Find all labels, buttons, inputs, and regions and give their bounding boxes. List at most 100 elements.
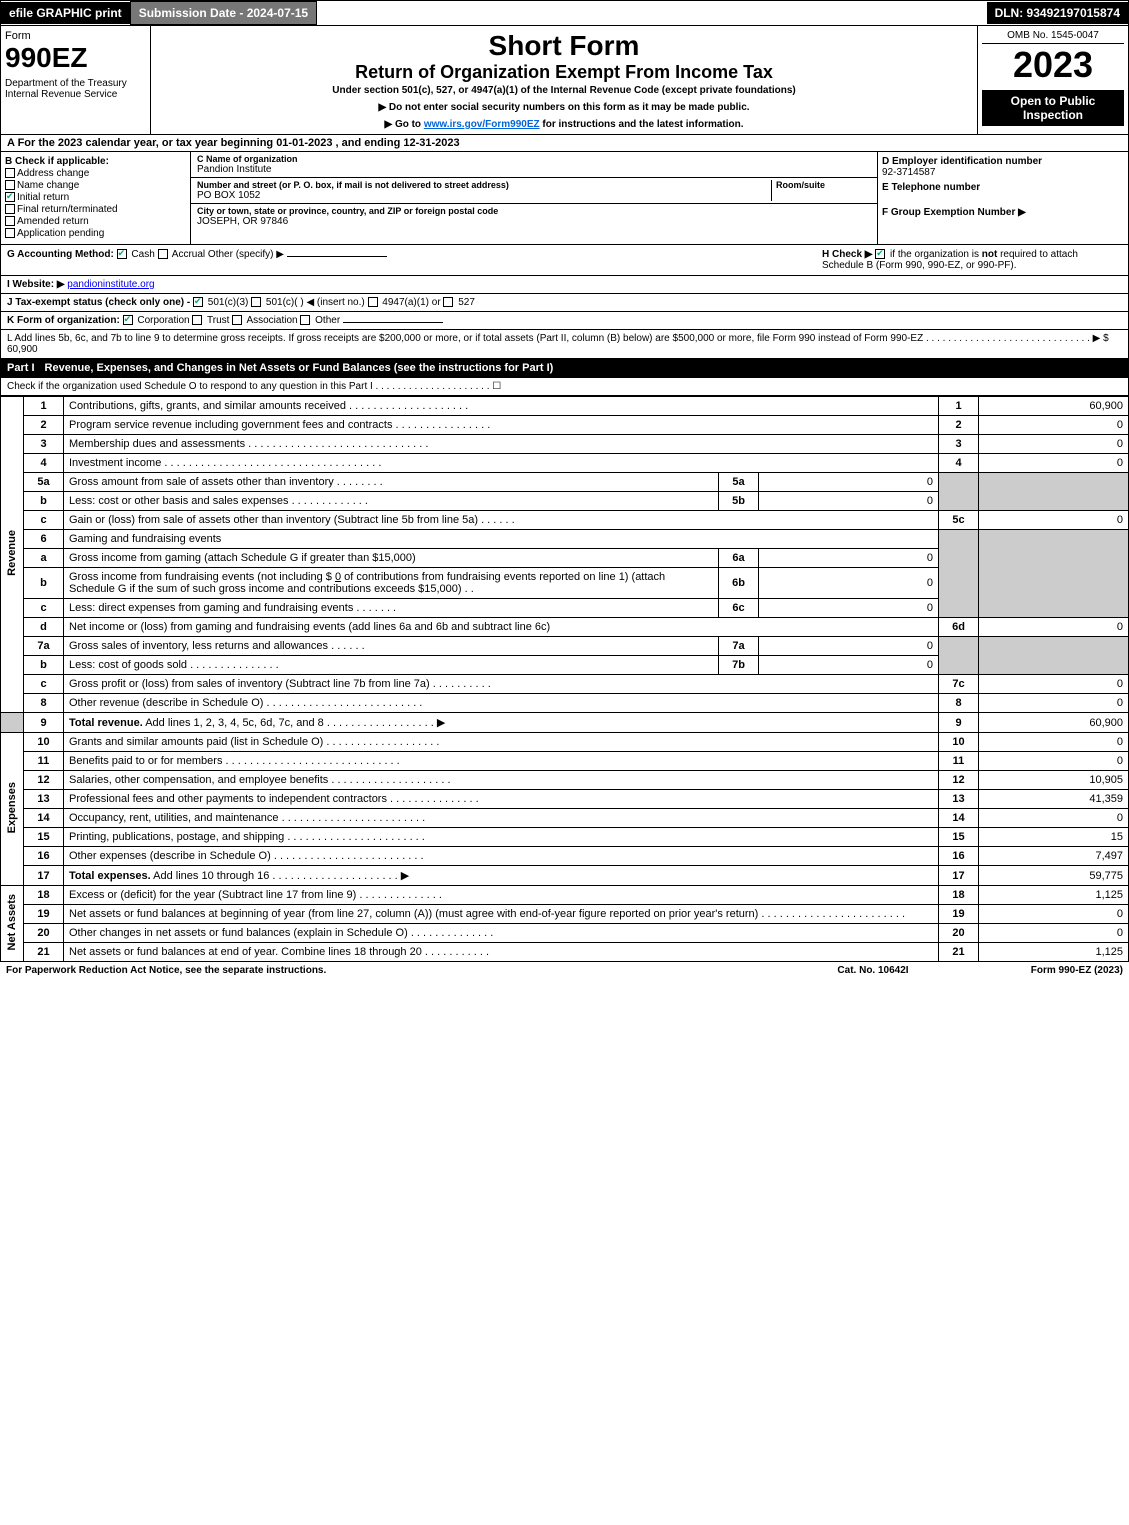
line-9-desc: Total revenue. Add lines 1, 2, 3, 4, 5c,… [64,713,939,733]
footer: For Paperwork Reduction Act Notice, see … [0,962,1129,979]
line-5b-desc: Less: cost or other basis and sales expe… [64,492,719,511]
i-label: I Website: ▶ [7,279,65,290]
line-1-desc: Contributions, gifts, grants, and simila… [64,397,939,416]
line-6a-val: 0 [759,549,939,568]
part-i-label: Part I [7,362,45,374]
expenses-side-label: Expenses [1,733,24,886]
header-bar: efile GRAPHIC print Submission Date - 20… [0,0,1129,26]
section-l: L Add lines 5b, 6c, and 7b to line 9 to … [0,330,1129,359]
tax-year: 2023 [982,44,1124,86]
line-8-val: 0 [979,694,1129,713]
line-6-desc: Gaming and fundraising events [64,530,939,549]
submission-date: Submission Date - 2024-07-15 [130,1,317,25]
line-5a-desc: Gross amount from sale of assets other t… [64,473,719,492]
cb-final-return[interactable]: Final return/terminated [5,204,186,215]
omb-number: OMB No. 1545-0047 [982,30,1124,44]
note-link: ▶ Go to www.irs.gov/Form990EZ for instru… [155,119,973,130]
c-city-label: City or town, state or province, country… [197,206,871,216]
section-k: K Form of organization: Corporation Trus… [0,312,1129,330]
line-5c-desc: Gain or (loss) from sale of assets other… [64,511,939,530]
line-7b-val: 0 [759,656,939,675]
cb-assoc[interactable] [232,315,242,325]
line-7c-val: 0 [979,675,1129,694]
line-6c-val: 0 [759,599,939,618]
col-c: C Name of organization Pandion Institute… [191,152,878,244]
cb-h[interactable] [875,249,885,259]
line-12-desc: Salaries, other compensation, and employ… [64,771,939,790]
line-7a-desc: Gross sales of inventory, less returns a… [64,637,719,656]
section-i: I Website: ▶ pandioninstitute.org [0,276,1129,294]
line-11-desc: Benefits paid to or for members . . . . … [64,752,939,771]
short-form-title: Short Form [155,30,973,62]
form-header-center: Short Form Return of Organization Exempt… [151,26,978,134]
line-2-val: 0 [979,416,1129,435]
efile-label[interactable]: efile GRAPHIC print [1,2,130,24]
line-21-desc: Net assets or fund balances at end of ye… [64,943,939,962]
line-10-desc: Grants and similar amounts paid (list in… [64,733,939,752]
section-j: J Tax-exempt status (check only one) - 5… [0,294,1129,312]
line-15-val: 15 [979,828,1129,847]
form-label: Form [5,30,146,42]
c-room-label: Room/suite [776,180,871,190]
cb-4947[interactable] [368,297,378,307]
line-14-desc: Occupancy, rent, utilities, and maintena… [64,809,939,828]
cb-cash[interactable] [117,249,127,259]
line-4-val: 0 [979,454,1129,473]
line-21-val: 1,125 [979,943,1129,962]
b-heading: B Check if applicable: [5,156,186,167]
form-header: Form 990EZ Department of the TreasuryInt… [0,26,1129,135]
c-name-label: C Name of organization [197,154,871,164]
part-i-header: Part I Revenue, Expenses, and Changes in… [0,359,1129,378]
line-13-val: 41,359 [979,790,1129,809]
e-heading: E Telephone number [882,182,1124,193]
cb-app-pending[interactable]: Application pending [5,228,186,239]
line-1-val: 60,900 [979,397,1129,416]
netassets-side-label: Net Assets [1,886,24,962]
form-title: Return of Organization Exempt From Incom… [155,62,973,83]
cb-address-change[interactable]: Address change [5,168,186,179]
cb-corp[interactable] [123,315,133,325]
line-5a-val: 0 [759,473,939,492]
cb-501c[interactable] [251,297,261,307]
line-14-val: 0 [979,809,1129,828]
f-heading: F Group Exemption Number ▶ [882,207,1124,218]
note-ssn: ▶ Do not enter social security numbers o… [155,102,973,113]
col-b: B Check if applicable: Address change Na… [1,152,191,244]
line-20-val: 0 [979,924,1129,943]
j-label: J Tax-exempt status (check only one) - [7,297,190,308]
cb-other[interactable] [300,315,310,325]
inspection-badge: Open to Public Inspection [982,90,1124,126]
line-6c-desc: Less: direct expenses from gaming and fu… [64,599,719,618]
org-street: PO BOX 1052 [197,190,771,201]
line-7b-desc: Less: cost of goods sold . . . . . . . .… [64,656,719,675]
line-3-val: 0 [979,435,1129,454]
line-18-desc: Excess or (deficit) for the year (Subtra… [64,886,939,905]
cb-name-change[interactable]: Name change [5,180,186,191]
line-6b-val: 0 [759,568,939,599]
org-city: JOSEPH, OR 97846 [197,216,871,227]
cb-527[interactable] [443,297,453,307]
form-header-right: OMB No. 1545-0047 2023 Open to Public In… [978,26,1128,134]
line-13-desc: Professional fees and other payments to … [64,790,939,809]
line-18-val: 1,125 [979,886,1129,905]
cb-501c3[interactable] [193,297,203,307]
dept-label: Department of the TreasuryInternal Reven… [5,78,146,100]
line-5b-val: 0 [759,492,939,511]
line-12-val: 10,905 [979,771,1129,790]
website-link[interactable]: pandioninstitute.org [67,279,154,290]
cb-trust[interactable] [192,315,202,325]
form-subtitle: Under section 501(c), 527, or 4947(a)(1)… [155,85,973,96]
cb-amended[interactable]: Amended return [5,216,186,227]
line-19-val: 0 [979,905,1129,924]
c-street-label: Number and street (or P. O. box, if mail… [197,180,771,190]
footer-right: Form 990-EZ (2023) [973,965,1123,976]
h-label: H Check ▶ [822,249,872,260]
k-label: K Form of organization: [7,315,120,326]
cb-accrual[interactable] [158,249,168,259]
irs-link[interactable]: www.irs.gov/Form990EZ [424,119,540,130]
d-heading: D Employer identification number [882,156,1124,167]
line-10-val: 0 [979,733,1129,752]
footer-center: Cat. No. 10642I [773,965,973,976]
cb-initial-return[interactable]: Initial return [5,192,186,203]
form-number: 990EZ [5,42,146,74]
